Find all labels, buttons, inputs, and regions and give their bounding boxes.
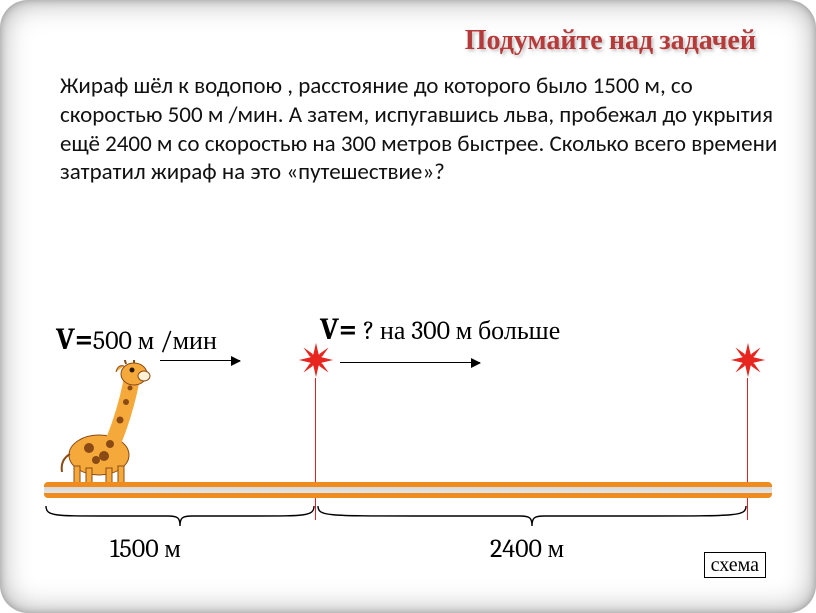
sun-marker-2-icon (730, 342, 766, 378)
v1-value: 500 м /мин (93, 326, 217, 356)
velocity-1-label: V=500 м /мин (56, 322, 217, 357)
brace-2-icon (316, 504, 748, 528)
distance-2-label: 2400 м (490, 534, 564, 564)
v2-value: ? на 300 м больше (363, 316, 560, 346)
divider-line-1 (315, 378, 316, 520)
slide-title: Подумайте над задачей (465, 24, 756, 57)
v1-prefix: V= (56, 322, 93, 357)
brace-1-icon (44, 504, 316, 528)
arrow-1-icon (160, 360, 240, 361)
problem-text: Жираф шёл к водопою , расстояние до кото… (60, 72, 796, 187)
giraffe-icon (54, 360, 154, 490)
slide-root: Подумайте над задачей Жираф шёл к водопо… (0, 0, 816, 613)
track-bar (44, 482, 772, 498)
schema-box-label: схема (704, 552, 766, 578)
sun-marker-1-icon (298, 342, 334, 378)
distance-1-label: 1500 м (110, 534, 181, 564)
divider-line-2 (747, 378, 748, 520)
velocity-2-label: V= ? на 300 м больше (320, 312, 560, 347)
arrow-2-icon (340, 362, 480, 363)
